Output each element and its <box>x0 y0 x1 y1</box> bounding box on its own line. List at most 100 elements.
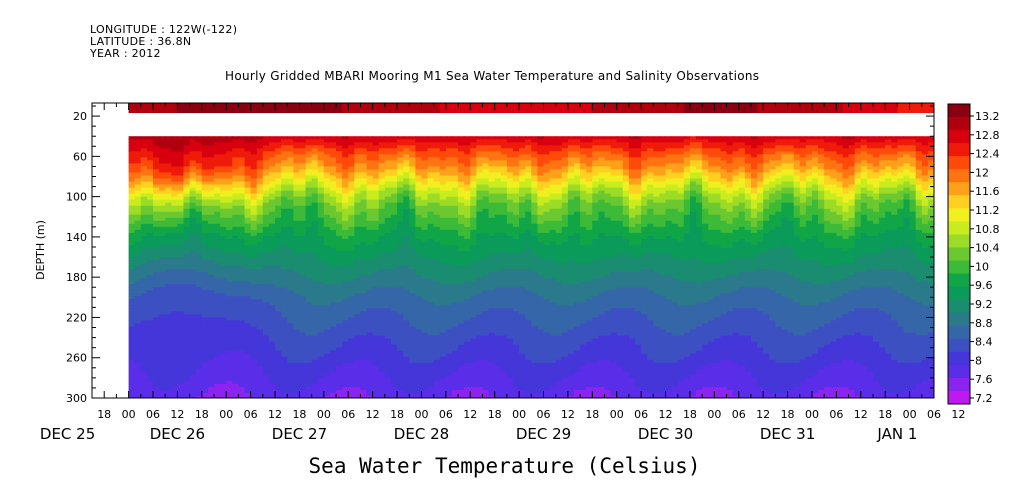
field-cell <box>177 272 185 276</box>
field-cell <box>220 380 227 385</box>
field-cell <box>329 187 337 192</box>
field-cell <box>275 160 282 165</box>
field-cell <box>250 305 258 309</box>
field-cell <box>299 323 307 328</box>
field-cell <box>439 226 447 231</box>
field-cell <box>128 311 136 316</box>
field-cell <box>458 136 465 140</box>
field-cell <box>220 395 227 398</box>
field-cell <box>390 278 398 282</box>
field-cell <box>293 371 301 376</box>
field-cell <box>336 359 343 364</box>
field-cell <box>134 302 142 306</box>
field-cell <box>384 335 392 340</box>
field-cell <box>360 359 368 364</box>
field-cell <box>445 229 453 234</box>
field-cell <box>445 190 453 195</box>
field-cell <box>464 359 471 364</box>
field-cell <box>397 365 404 370</box>
field-cell <box>305 235 313 240</box>
field-cell <box>134 175 142 180</box>
field-cell <box>128 235 136 240</box>
field-cell <box>293 202 301 207</box>
field-cell <box>458 172 465 177</box>
field-cell <box>275 214 282 219</box>
field-cell <box>287 190 294 195</box>
field-cell <box>165 359 172 364</box>
field-cell <box>244 166 252 171</box>
field-cell <box>140 211 148 216</box>
field-cell <box>220 187 227 192</box>
field-cell <box>354 211 362 216</box>
field-cell <box>256 281 264 285</box>
field-cell <box>128 293 136 297</box>
field-cell <box>329 272 337 276</box>
field-cell <box>366 160 374 165</box>
field-cell <box>421 317 429 322</box>
field-cell <box>384 371 392 376</box>
field-cell <box>183 362 191 367</box>
field-cell <box>384 190 392 195</box>
field-cell <box>220 178 227 183</box>
field-cell <box>165 254 172 258</box>
field-cell <box>171 353 179 358</box>
field-cell <box>214 160 221 165</box>
field-cell <box>317 251 325 255</box>
field-cell <box>317 217 325 222</box>
field-cell <box>140 281 148 285</box>
field-cell <box>171 175 179 180</box>
field-cell <box>268 160 276 165</box>
field-cell <box>287 154 294 158</box>
field-cell <box>214 383 221 388</box>
field-cell <box>287 223 294 228</box>
field-cell <box>427 244 435 249</box>
field-cell <box>305 377 313 382</box>
field-cell <box>165 226 172 231</box>
field-cell <box>421 157 429 161</box>
field-cell <box>153 190 160 195</box>
field-cell <box>464 299 471 303</box>
field-cell <box>360 329 368 334</box>
field-cell <box>390 302 398 306</box>
field-cell <box>451 181 459 186</box>
field-cell <box>458 235 465 240</box>
field-cell <box>390 181 398 186</box>
field-cell <box>189 235 197 240</box>
field-cell <box>159 281 166 285</box>
field-cell <box>458 341 465 346</box>
field-cell <box>311 145 319 149</box>
field-cell <box>397 241 404 246</box>
field-cell <box>378 254 386 258</box>
field-cell <box>384 169 392 174</box>
field-cell <box>165 232 172 237</box>
field-cell <box>390 356 398 361</box>
field-cell <box>439 380 447 385</box>
field-cell <box>262 202 270 207</box>
field-cell <box>128 296 136 300</box>
surface-band-cell <box>140 103 148 114</box>
field-cell <box>287 299 294 303</box>
field-cell <box>281 392 288 397</box>
field-cell <box>433 374 441 379</box>
field-cell <box>275 220 282 225</box>
field-cell <box>201 247 209 252</box>
field-cell <box>134 251 142 255</box>
field-cell <box>220 287 227 291</box>
field-cell <box>329 359 337 364</box>
field-cell <box>378 163 386 168</box>
field-cell <box>183 247 191 252</box>
field-cell <box>183 320 191 325</box>
field-cell <box>299 353 307 358</box>
field-cell <box>445 320 453 325</box>
field-cell <box>220 356 227 361</box>
field-cell <box>293 145 301 149</box>
field-cell <box>153 154 160 158</box>
surface-band-cell <box>592 103 600 114</box>
field-cell <box>336 329 343 334</box>
field-cell <box>445 353 453 358</box>
field-cell <box>427 359 435 364</box>
field-cell <box>177 293 185 297</box>
field-cell <box>183 371 191 376</box>
field-cell <box>317 257 325 261</box>
field-cell <box>262 302 270 306</box>
